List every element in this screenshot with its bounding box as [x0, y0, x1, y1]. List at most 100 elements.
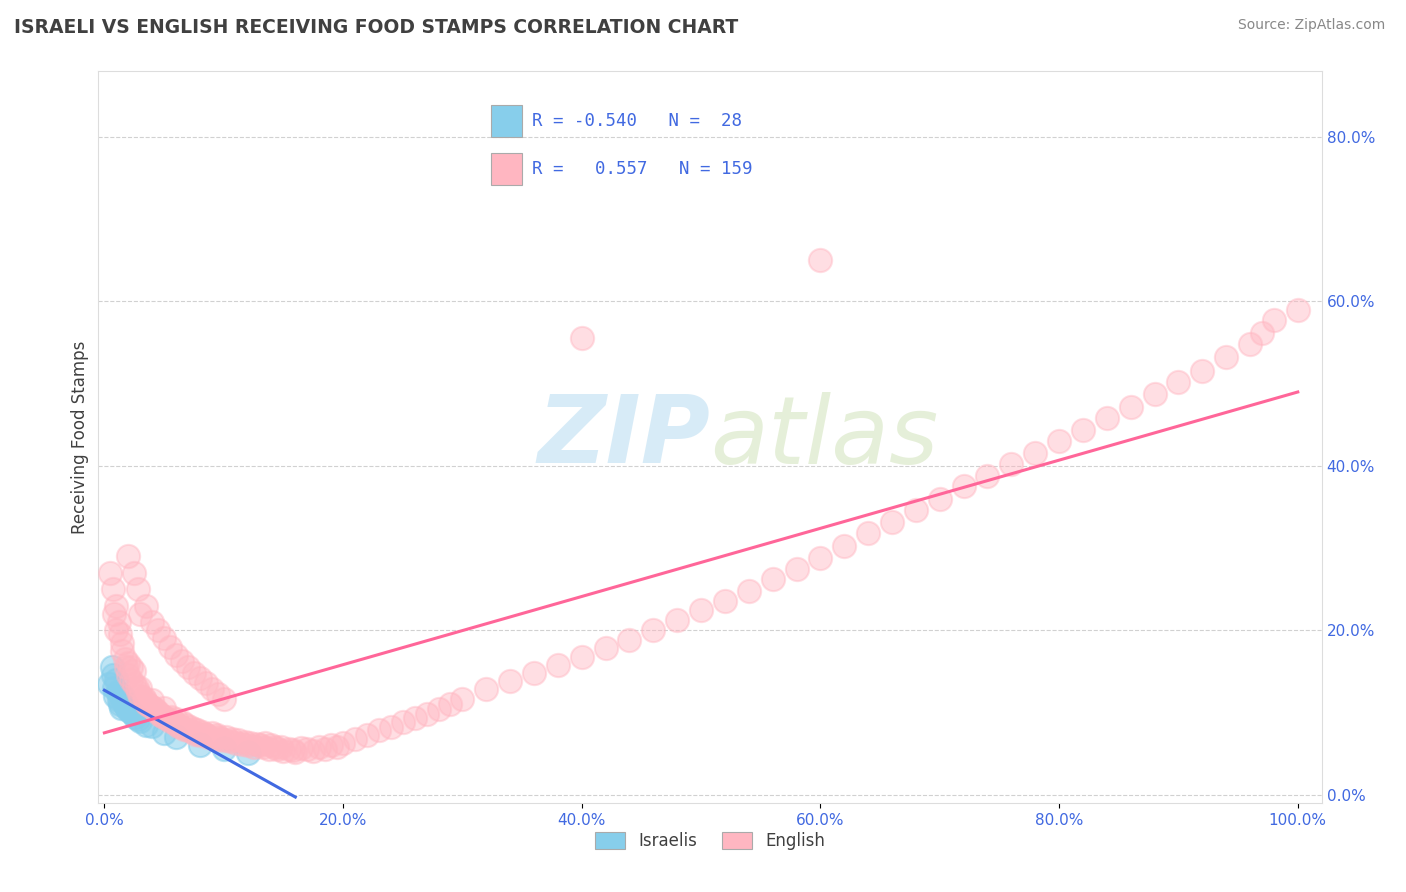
Point	[146, 706, 169, 720]
Point	[100, 660, 122, 674]
Point	[115, 698, 138, 713]
Point	[115, 660, 138, 674]
Point	[141, 615, 163, 629]
Point	[523, 665, 546, 680]
Point	[297, 742, 319, 756]
Point	[218, 734, 240, 748]
Point	[1047, 434, 1070, 449]
Point	[188, 739, 211, 753]
Point	[150, 708, 173, 723]
Point	[135, 696, 157, 710]
Point	[117, 668, 139, 682]
Point	[391, 715, 413, 730]
Point	[404, 711, 426, 725]
Point	[107, 685, 129, 699]
Point	[786, 561, 808, 575]
Point	[98, 566, 121, 580]
Point	[122, 665, 145, 679]
Point	[239, 736, 262, 750]
Point	[308, 739, 330, 754]
Point	[236, 747, 259, 761]
Point	[162, 715, 184, 730]
Point	[170, 654, 193, 668]
Point	[134, 693, 156, 707]
Point	[209, 731, 232, 746]
Point	[105, 599, 128, 613]
Point	[475, 682, 498, 697]
Point	[1167, 375, 1189, 389]
Point	[1143, 386, 1166, 401]
Point	[107, 615, 129, 629]
Point	[125, 681, 148, 695]
Point	[367, 723, 389, 738]
Point	[1095, 411, 1118, 425]
Point	[332, 736, 354, 750]
Point	[177, 723, 200, 738]
Point	[207, 730, 229, 744]
Point	[170, 720, 193, 734]
Point	[111, 635, 134, 649]
Point	[832, 540, 855, 554]
Point	[246, 737, 269, 751]
Point	[122, 706, 145, 721]
Point	[856, 526, 879, 541]
Point	[252, 739, 274, 754]
Point	[202, 731, 225, 746]
Point	[231, 737, 253, 751]
Point	[1071, 423, 1094, 437]
Point	[1215, 351, 1237, 365]
Point	[177, 660, 200, 674]
Point	[112, 693, 135, 707]
Point	[201, 726, 224, 740]
Point	[159, 640, 181, 654]
Point	[120, 660, 142, 674]
Point	[326, 739, 349, 754]
Point	[108, 627, 131, 641]
Point	[153, 726, 176, 740]
Point	[129, 689, 152, 703]
Point	[194, 675, 217, 690]
Point	[129, 714, 152, 728]
Point	[266, 742, 288, 756]
Legend: Israelis, English: Israelis, English	[588, 825, 832, 856]
Point	[159, 714, 181, 728]
Text: ZIP: ZIP	[537, 391, 710, 483]
Point	[952, 479, 974, 493]
Point	[141, 719, 163, 733]
Point	[179, 720, 201, 734]
Point	[122, 566, 145, 580]
Point	[173, 722, 195, 736]
Point	[132, 690, 155, 705]
Point	[321, 739, 343, 753]
Point	[215, 730, 238, 744]
Point	[904, 503, 927, 517]
Point	[165, 712, 187, 726]
Point	[129, 681, 152, 695]
Point	[201, 682, 224, 697]
Point	[221, 731, 243, 746]
Point	[1239, 337, 1261, 351]
Point	[111, 689, 134, 703]
Point	[571, 331, 593, 345]
Point	[120, 673, 142, 687]
Point	[105, 624, 128, 638]
Point	[928, 491, 950, 506]
Point	[1024, 446, 1046, 460]
Point	[260, 739, 283, 753]
Point	[197, 730, 219, 744]
Point	[207, 687, 229, 701]
Point	[127, 712, 149, 726]
Point	[117, 549, 139, 564]
Point	[643, 624, 665, 638]
Point	[427, 702, 450, 716]
Point	[153, 632, 176, 646]
Point	[226, 733, 249, 747]
Point	[184, 727, 207, 741]
Point	[103, 607, 125, 621]
Point	[290, 740, 312, 755]
Point	[143, 702, 166, 716]
Point	[233, 735, 256, 749]
Point	[714, 593, 737, 607]
Point	[107, 693, 129, 707]
Point	[242, 739, 264, 754]
